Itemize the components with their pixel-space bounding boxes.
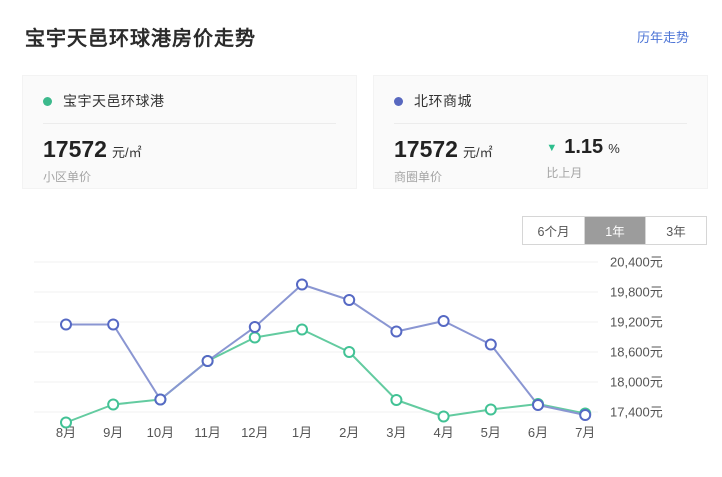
community-card-body: 17572 元/㎡ 小区单价	[43, 136, 336, 185]
data-point-marker-s0-6	[343, 346, 356, 358]
x-axis-tick-label: 1月	[292, 425, 312, 440]
x-axis-tick-label: 9月	[103, 425, 123, 440]
district-change-stat: ▼ 1.15 % 比上月	[546, 136, 619, 185]
district-card-header: 北环商城	[394, 91, 687, 111]
district-change-label: 比上月	[546, 166, 583, 180]
x-axis-tick-label: 7月	[575, 425, 595, 440]
card-divider	[394, 123, 687, 124]
district-price-unit: 元/㎡	[462, 145, 493, 160]
district-card-body: 17572 元/㎡ 商圈单价 ▼ 1.15 % 比上月	[394, 136, 687, 185]
x-axis-tick-label: 10月	[147, 425, 174, 440]
x-axis-tick-label: 12月	[241, 425, 268, 440]
x-axis-tick-label: 8月	[56, 425, 76, 440]
district-name: 北环商城	[414, 93, 472, 109]
district-change-value: 1.15	[564, 136, 604, 158]
page-title: 宝宇天邑环球港房价走势	[25, 28, 256, 50]
x-axis-tick-label: 11月	[194, 425, 221, 440]
data-point-marker-s1-6	[343, 294, 356, 306]
x-axis-tick-label: 2月	[339, 425, 359, 440]
header: 宝宇天邑环球港房价走势 历年走势	[0, 0, 722, 51]
range-tab-2[interactable]: 3年	[645, 217, 706, 244]
data-point-marker-s1-1	[107, 318, 120, 331]
tabs-row: 6个月 1年 3年	[0, 216, 722, 245]
district-card: 北环商城 17572 元/㎡ 商圈单价 ▼ 1.15 % 比上月	[373, 75, 708, 189]
card-divider	[43, 123, 336, 124]
district-price: 17572	[394, 136, 458, 162]
district-change-unit: %	[608, 141, 620, 156]
y-axis-tick-label: 19,800元	[610, 285, 663, 300]
time-range-tabs: 6个月 1年 3年	[522, 216, 707, 245]
x-axis-tick-label: 4月	[433, 425, 453, 440]
data-point-marker-s0-9	[484, 403, 497, 416]
community-card-header: 宝宇天邑环球港	[43, 91, 336, 111]
district-price-label: 商圈单价	[394, 170, 443, 184]
district-price-stat: 17572 元/㎡ 商圈单价	[394, 136, 546, 185]
data-point-marker-s1-9	[484, 338, 497, 351]
series-line-0	[65, 328, 587, 424]
y-axis-tick-label: 18,600元	[610, 345, 663, 360]
data-point-marker-s0-1	[107, 398, 120, 411]
data-point-marker-s0-4	[248, 331, 261, 344]
range-tab-1[interactable]: 1年	[584, 217, 645, 244]
data-point-marker-s1-10	[532, 399, 544, 411]
community-price-unit: 元/㎡	[111, 145, 142, 160]
y-axis-tick-label: 18,000元	[610, 375, 663, 390]
community-name: 宝宇天邑环球港	[63, 93, 165, 109]
range-tab-0[interactable]: 6个月	[523, 217, 584, 244]
community-card: 宝宇天邑环球港 17572 元/㎡ 小区单价	[22, 75, 357, 189]
down-triangle-icon: ▼	[546, 142, 558, 154]
data-point-marker-s0-8	[437, 410, 450, 423]
data-point-marker-s0-5	[296, 323, 308, 336]
data-point-marker-s1-2	[154, 393, 167, 406]
price-trend-chart: 17,400元 18,000元 18,600元 19,200元 19,800元 20,40…	[0, 254, 722, 454]
community-price-stat: 17572 元/㎡ 小区单价	[43, 136, 195, 185]
history-link[interactable]: 历年走势	[636, 30, 689, 45]
x-axis-tick-label: 3月	[386, 425, 406, 440]
data-point-marker-s1-4	[248, 321, 261, 333]
community-price-label: 小区单价	[43, 170, 92, 184]
x-axis-tick-label: 5月	[481, 425, 501, 440]
data-point-marker-s1-8	[437, 315, 450, 327]
y-axis-tick-label: 19,200元	[610, 315, 663, 330]
series-line-1	[65, 283, 587, 416]
data-point-marker-s1-0	[60, 318, 72, 331]
community-price: 17572	[43, 136, 107, 162]
summary-cards: 宝宇天邑环球港 17572 元/㎡ 小区单价 北环商城 17572 元/㎡	[22, 75, 708, 189]
y-axis-tick-label: 20,400元	[610, 255, 663, 270]
data-point-marker-s0-7	[390, 394, 403, 406]
chart-svg: 17,400元 18,000元 18,600元 19,200元 19,800元 20,40…	[34, 255, 663, 440]
data-point-marker-s0-0	[60, 416, 72, 429]
y-axis-tick-label: 17,400元	[610, 405, 663, 420]
district-dot-icon	[394, 96, 403, 106]
data-point-marker-s1-5	[296, 278, 308, 291]
x-axis-tick-label: 6月	[528, 425, 548, 440]
data-point-marker-s1-7	[390, 325, 403, 338]
data-point-marker-s1-11	[579, 409, 592, 421]
data-point-marker-s1-3	[201, 355, 214, 367]
community-dot-icon	[43, 96, 52, 106]
